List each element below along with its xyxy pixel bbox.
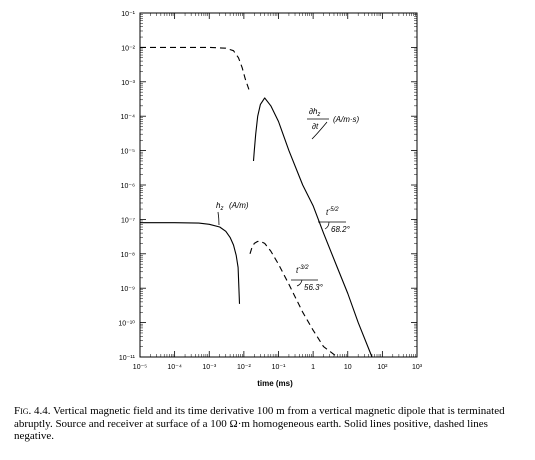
hz-units: (A/m) xyxy=(229,201,249,210)
hz-label: hz xyxy=(216,201,223,212)
slope-32-arc xyxy=(296,279,303,287)
curves xyxy=(140,46,377,358)
x-axis-title: time (ms) xyxy=(257,379,293,388)
figure-caption: Fig. 4.4. Vertical magnetic field and it… xyxy=(14,405,524,443)
dhdt-leader xyxy=(311,121,328,140)
x-tick-label: 10² xyxy=(377,364,388,371)
caption-text: Vertical magnetic field and its time der… xyxy=(14,405,505,442)
slope-32-label: t-3/2 xyxy=(296,265,309,275)
dhdt-negative-curve xyxy=(140,46,250,90)
y-tick-label: 10⁻⁸ xyxy=(121,252,135,259)
axis-ticks: 10⁻⁵ 10⁻⁴ 10⁻³ 10⁻² 10⁻¹ 1 10 10² 10³ 10⁻¹¹ 10⁻¹⁰ 1… xyxy=(118,11,422,371)
slope-52-label: t-5/2 xyxy=(326,207,339,217)
x-tick-label: 10⁻⁵ xyxy=(133,364,147,371)
figure-plot: 10⁻⁵ 10⁻⁴ 10⁻³ 10⁻² 10⁻¹ 1 10 10² 10³ 10⁻¹¹ 10⁻¹⁰ 1… xyxy=(118,11,422,388)
dhdt-positive-curve xyxy=(252,97,377,358)
dhdt-units: (A/m·s) xyxy=(333,115,360,124)
slope-52-arc xyxy=(324,221,330,230)
dhdt-label: ∂hz xyxy=(309,107,320,118)
hz-positive-curve xyxy=(140,222,241,304)
x-tick-label: 1 xyxy=(311,364,315,371)
slope-52-angle: 68.2° xyxy=(331,225,351,234)
x-tick-label: 10⁻⁴ xyxy=(167,364,182,371)
dhdt-denominator: ∂t xyxy=(312,122,319,131)
y-tick-label: 10⁻¹⁰ xyxy=(118,320,135,328)
y-tick-label: 10⁻³ xyxy=(121,80,135,87)
x-tick-label: 10⁻¹ xyxy=(272,364,286,371)
annotations: ∂hz ∂t (A/m·s) hz (A/m) t-5/2 68.2° t-3/… xyxy=(216,107,360,292)
hz-negative-curve xyxy=(249,240,348,358)
y-tick-label: 10⁻¹ xyxy=(121,11,135,18)
y-tick-label: 10⁻⁶ xyxy=(121,183,135,190)
x-tick-label: 10⁻³ xyxy=(202,364,216,371)
y-tick-label: 10⁻⁴ xyxy=(121,114,136,121)
x-tick-label: 10³ xyxy=(412,364,423,371)
x-tick-label: 10⁻² xyxy=(237,364,251,371)
caption-prefix: Fig. 4.4. xyxy=(14,405,51,417)
y-tick-label: 10⁻¹¹ xyxy=(119,355,136,362)
x-tick-label: 10 xyxy=(344,364,352,371)
y-tick-label: 10⁻⁵ xyxy=(121,149,135,156)
y-tick-label: 10⁻⁹ xyxy=(121,286,135,293)
y-tick-label: 10⁻² xyxy=(121,45,135,52)
y-tick-label: 10⁻⁷ xyxy=(121,217,135,224)
hz-leader xyxy=(217,211,220,226)
plot-frame xyxy=(139,12,418,358)
slope-32-angle: 56.3° xyxy=(304,283,324,292)
